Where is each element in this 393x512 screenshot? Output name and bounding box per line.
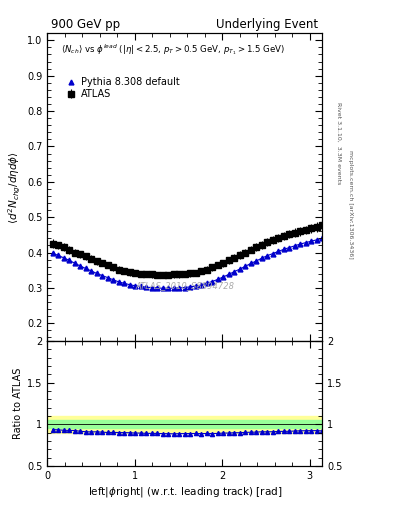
- Text: Rivet 3.1.10,  3.3M events: Rivet 3.1.10, 3.3M events: [336, 102, 341, 184]
- Pythia 8.308 default: [127, 282, 132, 288]
- Pythia 8.308 default: [89, 268, 94, 274]
- Line: Pythia 8.308 default: Pythia 8.308 default: [50, 236, 325, 291]
- X-axis label: left|$\phi$right| (w.r.t. leading track) [rad]: left|$\phi$right| (w.r.t. leading track)…: [88, 485, 282, 499]
- Legend: Pythia 8.308 default, ATLAS: Pythia 8.308 default, ATLAS: [63, 75, 181, 101]
- Pythia 8.308 default: [320, 236, 325, 242]
- Pythia 8.308 default: [160, 285, 165, 291]
- Pythia 8.308 default: [221, 274, 226, 280]
- Pythia 8.308 default: [56, 252, 61, 259]
- Pythia 8.308 default: [270, 250, 275, 257]
- Pythia 8.308 default: [155, 285, 160, 291]
- Pythia 8.308 default: [138, 284, 143, 290]
- Pythia 8.308 default: [188, 284, 193, 290]
- Pythia 8.308 default: [259, 255, 264, 261]
- Pythia 8.308 default: [210, 279, 215, 285]
- Pythia 8.308 default: [78, 263, 83, 269]
- Pythia 8.308 default: [50, 250, 55, 257]
- Pythia 8.308 default: [193, 283, 198, 289]
- Pythia 8.308 default: [226, 271, 231, 278]
- Text: $\langle N_{ch}\rangle$ vs $\phi^{lead}$ ($|\eta| < 2.5$, $p_T > 0.5$ GeV, $p_{T: $\langle N_{ch}\rangle$ vs $\phi^{lead}$…: [61, 42, 285, 57]
- Pythia 8.308 default: [94, 270, 99, 276]
- Pythia 8.308 default: [248, 261, 253, 267]
- Bar: [47, 416, 322, 433]
- Pythia 8.308 default: [292, 243, 297, 249]
- Pythia 8.308 default: [199, 282, 204, 288]
- Pythia 8.308 default: [111, 276, 116, 283]
- Pythia 8.308 default: [303, 240, 308, 246]
- Pythia 8.308 default: [166, 285, 171, 291]
- Bar: [47, 420, 322, 429]
- Pythia 8.308 default: [287, 245, 292, 251]
- Pythia 8.308 default: [298, 241, 303, 247]
- Y-axis label: $\langle d^2 N_{chg}/d\eta d\phi \rangle$: $\langle d^2 N_{chg}/d\eta d\phi \rangle…: [7, 151, 23, 224]
- Pythia 8.308 default: [133, 283, 138, 289]
- Y-axis label: Ratio to ATLAS: Ratio to ATLAS: [13, 368, 23, 439]
- Pythia 8.308 default: [177, 285, 182, 291]
- Pythia 8.308 default: [61, 255, 66, 261]
- Text: Underlying Event: Underlying Event: [216, 18, 318, 31]
- Pythia 8.308 default: [281, 246, 286, 252]
- Text: ATLAS_2010_S8894728: ATLAS_2010_S8894728: [135, 281, 234, 290]
- Pythia 8.308 default: [276, 248, 281, 254]
- Pythia 8.308 default: [171, 285, 176, 291]
- Pythia 8.308 default: [232, 269, 237, 275]
- Pythia 8.308 default: [72, 260, 77, 266]
- Pythia 8.308 default: [100, 272, 105, 279]
- Pythia 8.308 default: [67, 257, 72, 263]
- Pythia 8.308 default: [116, 279, 121, 285]
- Pythia 8.308 default: [237, 266, 242, 272]
- Pythia 8.308 default: [105, 274, 110, 281]
- Text: 900 GeV pp: 900 GeV pp: [51, 18, 120, 31]
- Pythia 8.308 default: [243, 263, 248, 269]
- Pythia 8.308 default: [265, 252, 270, 259]
- Pythia 8.308 default: [182, 285, 187, 291]
- Pythia 8.308 default: [149, 285, 154, 291]
- Pythia 8.308 default: [83, 265, 88, 271]
- Pythia 8.308 default: [144, 284, 149, 290]
- Text: mcplots.cern.ch [arXiv:1306.3436]: mcplots.cern.ch [arXiv:1306.3436]: [348, 151, 353, 259]
- Pythia 8.308 default: [122, 280, 127, 286]
- Pythia 8.308 default: [309, 238, 314, 244]
- Pythia 8.308 default: [204, 280, 209, 286]
- Pythia 8.308 default: [215, 276, 220, 283]
- Pythia 8.308 default: [314, 237, 319, 243]
- Pythia 8.308 default: [254, 258, 259, 264]
